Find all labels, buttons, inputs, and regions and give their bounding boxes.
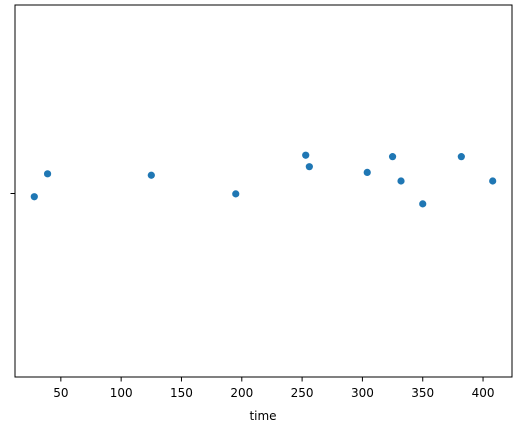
x-tick-label: 150 — [170, 386, 193, 400]
data-point — [489, 177, 497, 185]
x-axis-ticks: 50 100 150 200 250 300 350 400 — [53, 377, 495, 400]
data-points — [30, 151, 497, 208]
data-point — [147, 171, 155, 179]
x-axis-label: time — [249, 409, 276, 423]
x-tick-label: 250 — [291, 386, 314, 400]
x-tick-label: 50 — [53, 386, 68, 400]
data-point — [419, 200, 427, 208]
x-tick-label: 400 — [472, 386, 495, 400]
data-point — [302, 151, 310, 159]
data-point — [397, 177, 405, 185]
data-point — [30, 193, 38, 201]
data-point — [388, 153, 397, 161]
x-tick-label: 350 — [411, 386, 434, 400]
plot-area — [14, 4, 513, 378]
x-tick-label: 300 — [351, 386, 374, 400]
data-point — [457, 153, 465, 161]
x-tick-label: 100 — [110, 386, 133, 400]
data-point — [305, 163, 313, 171]
data-point — [43, 170, 52, 178]
x-tick-label: 200 — [230, 386, 253, 400]
data-point — [232, 190, 240, 198]
data-point — [363, 168, 371, 176]
